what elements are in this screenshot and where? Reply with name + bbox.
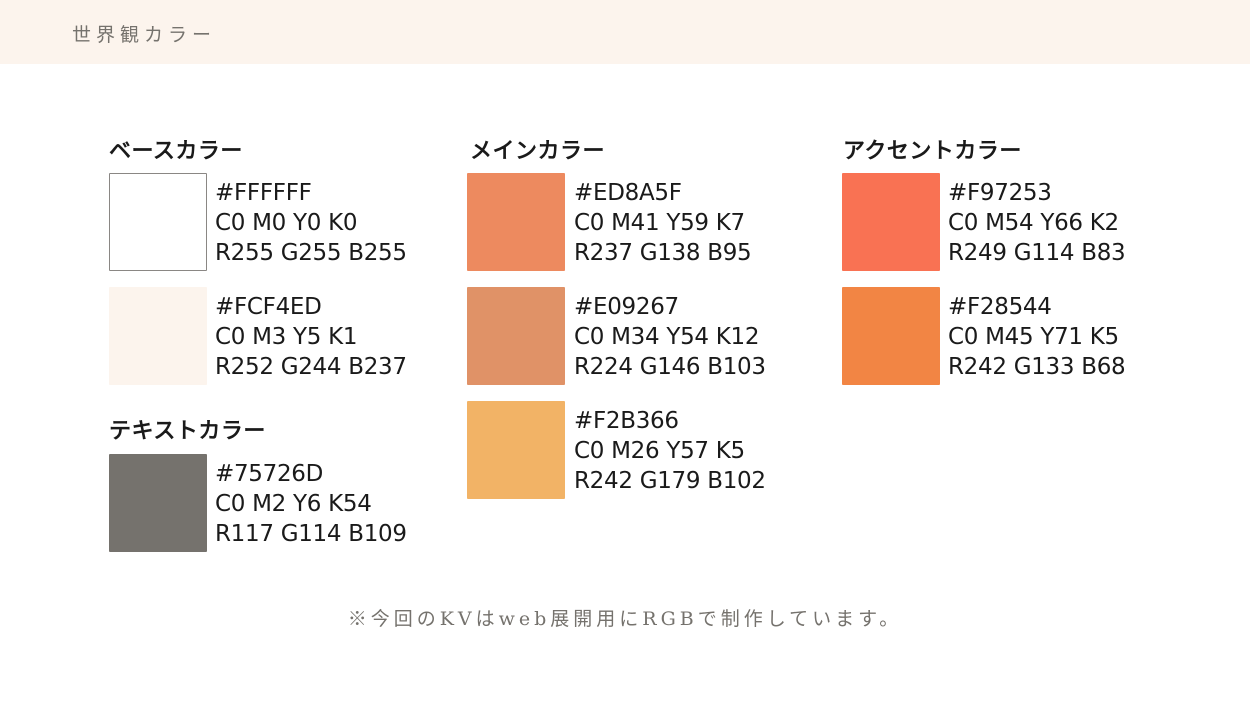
color-swatch-white <box>109 173 207 271</box>
rgb-value: R249 G114 B83 <box>948 240 1126 266</box>
color-swatch-main-2 <box>467 287 565 385</box>
cmyk-value: C0 M41 Y59 K7 <box>574 210 745 236</box>
header-bar: 世界観カラー <box>0 0 1250 64</box>
color-swatch-accent-1 <box>842 173 940 271</box>
cmyk-value: C0 M26 Y57 K5 <box>574 438 745 464</box>
color-info-text-gray: #75726D C0 M2 Y6 K54 R117 G114 B109 <box>215 459 407 549</box>
section-title-main: メインカラー <box>470 139 606 164</box>
color-swatch-accent-2 <box>842 287 940 385</box>
cmyk-value: C0 M2 Y6 K54 <box>215 491 372 517</box>
color-info-accent-1: #F97253 C0 M54 Y66 K2 R249 G114 B83 <box>948 178 1126 268</box>
section-title-base: ベースカラー <box>109 139 243 164</box>
color-swatch-base-cream <box>109 287 207 385</box>
cmyk-value: C0 M0 Y0 K0 <box>215 210 358 236</box>
cmyk-value: C0 M45 Y71 K5 <box>948 324 1119 350</box>
page-title: 世界観カラー <box>72 24 217 46</box>
cmyk-value: C0 M54 Y66 K2 <box>948 210 1119 236</box>
rgb-value: R255 G255 B255 <box>215 240 407 266</box>
cmyk-value: C0 M3 Y5 K1 <box>215 324 358 350</box>
footnote: ※今回のKVはweb展開用にRGBで制作しています。 <box>347 608 903 630</box>
rgb-value: R242 G179 B102 <box>574 468 766 494</box>
hex-value: #FCF4ED <box>215 294 322 320</box>
color-info-white: #FFFFFF C0 M0 Y0 K0 R255 G255 B255 <box>215 178 407 268</box>
color-swatch-main-3 <box>467 401 565 499</box>
hex-value: #F97253 <box>948 180 1052 206</box>
hex-value: #F28544 <box>948 294 1052 320</box>
hex-value: #75726D <box>215 461 324 487</box>
hex-value: #ED8A5F <box>574 180 682 206</box>
color-info-main-1: #ED8A5F C0 M41 Y59 K7 R237 G138 B95 <box>574 178 752 268</box>
color-info-main-2: #E09267 C0 M34 Y54 K12 R224 G146 B103 <box>574 292 766 382</box>
color-info-base-cream: #FCF4ED C0 M3 Y5 K1 R252 G244 B237 <box>215 292 407 382</box>
color-info-main-3: #F2B366 C0 M26 Y57 K5 R242 G179 B102 <box>574 406 766 496</box>
rgb-value: R252 G244 B237 <box>215 354 407 380</box>
section-title-text: テキストカラー <box>109 419 266 444</box>
hex-value: #FFFFFF <box>215 180 312 206</box>
hex-value: #F2B366 <box>574 408 679 434</box>
cmyk-value: C0 M34 Y54 K12 <box>574 324 760 350</box>
color-swatch-text-gray <box>109 454 207 552</box>
hex-value: #E09267 <box>574 294 679 320</box>
rgb-value: R242 G133 B68 <box>948 354 1126 380</box>
section-title-accent: アクセントカラー <box>843 139 1022 164</box>
rgb-value: R224 G146 B103 <box>574 354 766 380</box>
rgb-value: R117 G114 B109 <box>215 521 407 547</box>
rgb-value: R237 G138 B95 <box>574 240 752 266</box>
color-info-accent-2: #F28544 C0 M45 Y71 K5 R242 G133 B68 <box>948 292 1126 382</box>
color-swatch-main-1 <box>467 173 565 271</box>
